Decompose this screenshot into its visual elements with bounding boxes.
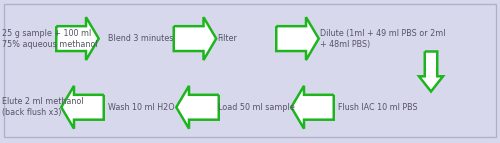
Polygon shape: [176, 86, 219, 129]
Polygon shape: [61, 86, 104, 129]
Text: Blend 3 minutes: Blend 3 minutes: [108, 34, 173, 43]
Text: Elute 2 ml methanol
(back flush x3): Elute 2 ml methanol (back flush x3): [2, 97, 84, 117]
Text: Load 50 ml sample: Load 50 ml sample: [218, 103, 294, 112]
Polygon shape: [419, 51, 443, 92]
Polygon shape: [174, 17, 216, 60]
Text: Wash 10 ml H2O: Wash 10 ml H2O: [108, 103, 174, 112]
Text: Filter: Filter: [218, 34, 238, 43]
Text: Dilute (1ml + 49 ml PBS or 2ml
+ 48ml PBS): Dilute (1ml + 49 ml PBS or 2ml + 48ml PB…: [320, 29, 446, 49]
Polygon shape: [276, 17, 319, 60]
Text: Flush IAC 10 ml PBS: Flush IAC 10 ml PBS: [338, 103, 417, 112]
Polygon shape: [56, 17, 99, 60]
FancyBboxPatch shape: [4, 4, 496, 137]
Polygon shape: [291, 86, 334, 129]
Text: 25 g sample + 100 ml
75% aqueous methanol: 25 g sample + 100 ml 75% aqueous methano…: [2, 29, 98, 49]
